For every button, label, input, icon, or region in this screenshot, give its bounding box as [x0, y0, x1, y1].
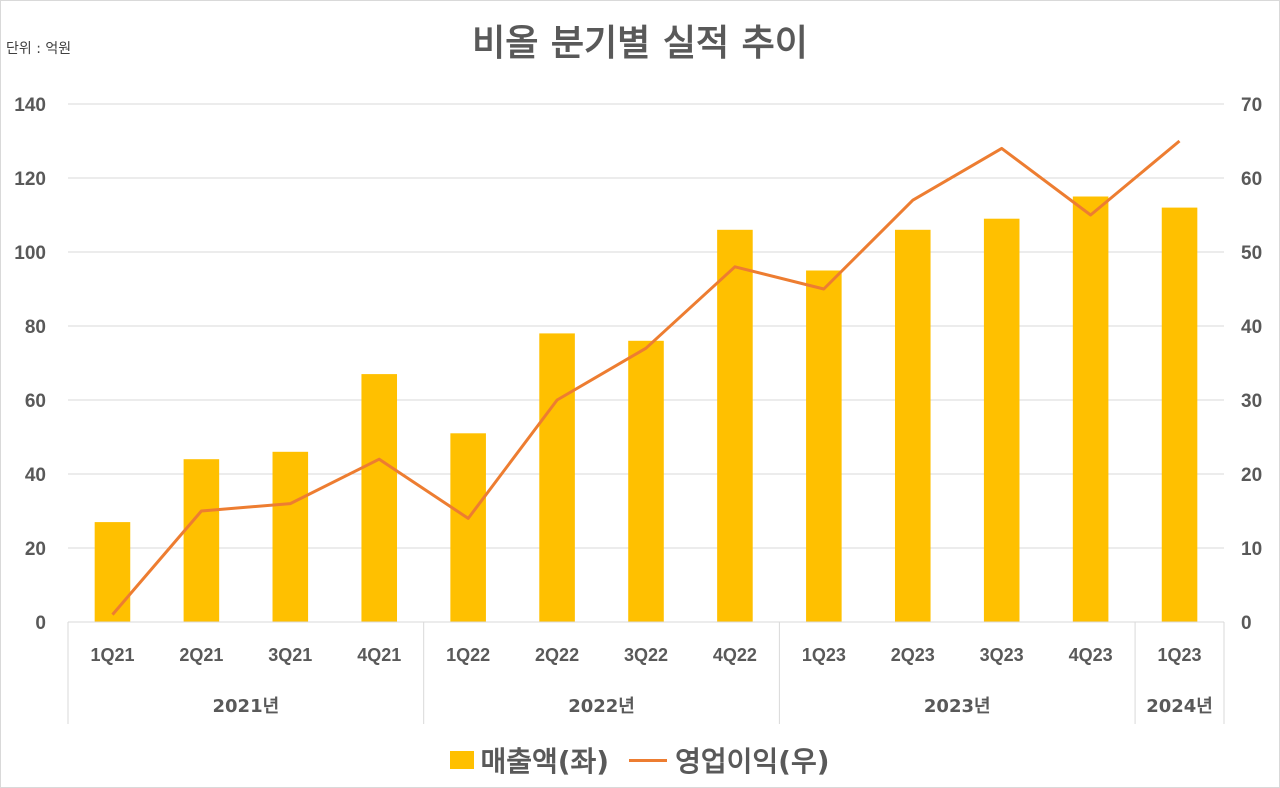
revenue-bar — [272, 451, 309, 622]
revenue-bar — [94, 522, 131, 622]
revenue-bar — [628, 340, 664, 622]
left-axis-tick: 120 — [14, 169, 46, 190]
right-axis-tick: 40 — [1241, 317, 1262, 338]
category-label: 4Q22 — [713, 645, 757, 665]
revenue-bar — [806, 270, 842, 622]
year-group-label: 2023년 — [924, 696, 991, 717]
category-label: 3Q23 — [980, 645, 1024, 665]
right-axis-tick: 60 — [1241, 169, 1262, 190]
legend-label-profit: 영업이익(우) — [675, 745, 830, 778]
category-label: 1Q23 — [802, 645, 846, 665]
revenue-bar — [450, 433, 486, 622]
chart-canvas: 0 20 40 60 80 100 120 140 0 10 20 30 40 50 60 70 1Q21 2Q2… — [14, 95, 1262, 724]
category-label: 3Q21 — [268, 645, 312, 665]
left-axis-tick: 20 — [25, 539, 46, 560]
operating-profit-line — [111, 139, 1181, 616]
category-label: 3Q22 — [624, 645, 668, 665]
category-label: 2Q22 — [535, 645, 579, 665]
legend-item-profit: 영업이익(우) — [629, 740, 830, 780]
category-label: 1Q21 — [90, 645, 134, 665]
left-axis-tick: 80 — [25, 317, 46, 338]
right-axis-tick: 50 — [1241, 243, 1262, 264]
left-axis-tick: 0 — [35, 613, 46, 634]
right-axis-tick: 0 — [1241, 613, 1252, 634]
right-axis-tick: 20 — [1241, 465, 1262, 486]
revenue-bar — [361, 374, 398, 622]
revenue-bar — [1161, 207, 1198, 622]
right-axis-tick: 70 — [1241, 95, 1262, 116]
revenue-bar — [894, 229, 931, 623]
left-axis-tick: 40 — [25, 465, 46, 486]
left-axis-tick: 140 — [14, 95, 46, 116]
year-group-label: 2024년 — [1146, 696, 1213, 717]
chart-title: 비올 분기별 실적 추이 — [472, 23, 808, 64]
category-label: 2Q23 — [891, 645, 935, 665]
right-axis-tick: 10 — [1241, 539, 1262, 560]
revenue-bar — [539, 333, 575, 622]
legend-line-swatch — [629, 758, 668, 762]
legend-bar-swatch — [450, 751, 475, 769]
legend-item-revenue: 매출액(좌) — [450, 740, 609, 780]
legend-label-revenue: 매출액(좌) — [480, 745, 610, 778]
category-label: 4Q21 — [357, 645, 401, 665]
category-label: 1Q23 — [1158, 645, 1202, 665]
year-group-label: 2022년 — [568, 696, 635, 717]
left-axis-tick: 60 — [25, 391, 46, 412]
category-label: 1Q22 — [446, 645, 490, 665]
revenue-bar — [183, 459, 220, 622]
left-axis-tick: 100 — [14, 243, 46, 264]
category-label: 4Q23 — [1069, 645, 1113, 665]
year-group-label: 2021년 — [213, 696, 280, 717]
revenue-bar — [983, 218, 1020, 622]
right-axis-tick: 30 — [1241, 391, 1262, 412]
legend: 매출액(좌) 영업이익(우) — [0, 740, 1280, 780]
category-label: 2Q21 — [179, 645, 223, 665]
unit-label: 단위 : 억원 — [6, 41, 72, 57]
revenue-bar — [1072, 196, 1109, 622]
revenue-bar — [717, 229, 753, 623]
